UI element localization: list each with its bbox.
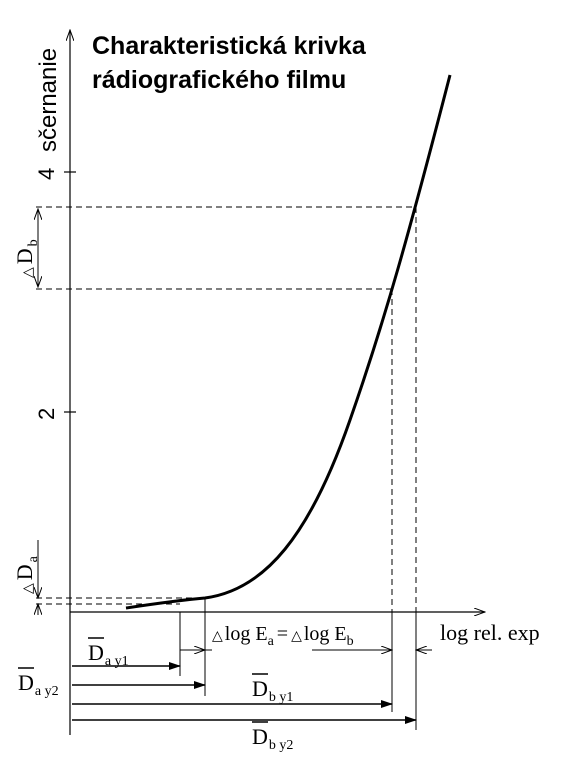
title-line-1: Charakteristická krivka: [92, 32, 366, 60]
delta-db-label: △Db: [12, 239, 41, 278]
label-d-by2: Db y2: [252, 724, 293, 753]
y-tick-label-4: 4: [34, 168, 59, 180]
delta-da-label: △Da: [12, 555, 41, 594]
characteristic-curve: [125, 74, 452, 610]
x-axis-label: log rel. exp: [440, 620, 540, 645]
label-d-by1: Db y1: [252, 676, 293, 705]
label-d-ay2: Da y2: [18, 670, 59, 699]
delta-loge-label: △ log Ea = △ log Eb: [212, 623, 354, 649]
label-d-ay1: Da y1: [88, 640, 129, 669]
y-axis-label: sčernanie: [35, 48, 62, 152]
title-line-2: rádiografického filmu: [92, 66, 347, 94]
y-tick-label-2: 2: [34, 408, 59, 420]
